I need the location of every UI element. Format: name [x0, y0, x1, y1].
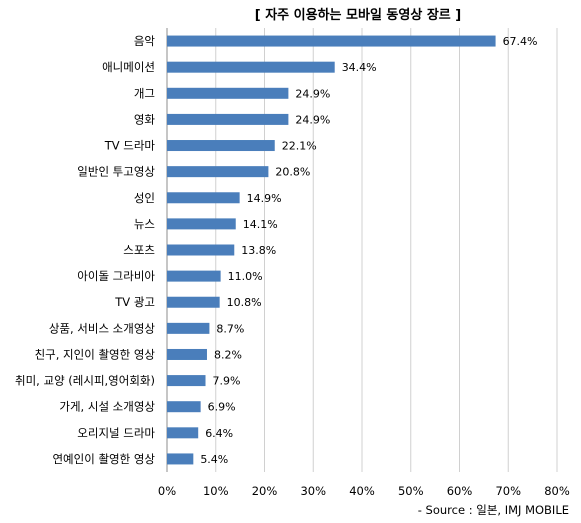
bar [167, 244, 235, 256]
category-label: TV 드라마 [104, 139, 156, 153]
data-label: 10.8% [227, 296, 262, 309]
category-label: 연예인이 촬영한 영상 [52, 452, 155, 466]
source-note: - Source : 일본, IMJ MOBILE [418, 503, 569, 517]
category-label: 개그 [134, 86, 155, 100]
data-label: 22.1% [282, 140, 317, 153]
category-label: 영화 [134, 112, 156, 126]
grid-lines [166, 28, 558, 472]
category-label: TV 광고 [114, 295, 155, 309]
category-label: 오리지널 드라마 [77, 426, 155, 440]
x-tick-label: 70% [495, 484, 521, 498]
data-label: 11.0% [228, 270, 263, 283]
bar [167, 61, 335, 73]
bar [167, 375, 206, 387]
category-label: 상품, 서비스 소개영상 [49, 321, 156, 335]
x-tick-label: 30% [300, 484, 326, 498]
category-label: 일반인 투고영상 [77, 165, 155, 179]
category-label: 취미, 교양 (레시피,영어회화) [15, 374, 155, 388]
data-label: 5.4% [200, 453, 228, 466]
data-label: 67.4% [503, 35, 538, 48]
bar [167, 322, 210, 334]
bar [167, 453, 194, 465]
bar [167, 35, 496, 47]
bar [167, 296, 220, 308]
data-label: 24.9% [295, 87, 330, 100]
data-label: 6.4% [205, 427, 233, 440]
x-tick-label: 0% [158, 484, 176, 498]
bar [167, 401, 201, 413]
data-label: 7.9% [213, 375, 241, 388]
category-label: 아이돌 그라비아 [77, 269, 155, 283]
category-label: 음악 [134, 34, 156, 48]
data-label: 6.9% [208, 401, 236, 414]
x-axis-ticks: 0% 10% 20% 30% 40% 50% 60% 70% 80% [158, 484, 570, 498]
bar [167, 166, 269, 178]
bar [167, 348, 207, 360]
bars [167, 35, 496, 465]
bar [167, 218, 236, 230]
data-label: 8.2% [214, 348, 242, 361]
data-label: 34.4% [342, 61, 377, 74]
data-label: 14.1% [243, 218, 278, 231]
bar [167, 427, 199, 439]
chart-title: [ 자주 이용하는 모바일 동영상 장르 ] [255, 7, 461, 23]
bar [167, 87, 289, 99]
x-tick-label: 40% [349, 484, 375, 498]
value-labels: 67.4% 34.4% 24.9% 24.9% 22.1% 20.8% 14.9% 14.1%… [200, 35, 537, 466]
x-tick-label: 20% [252, 484, 278, 498]
data-label: 20.8% [275, 166, 310, 179]
data-label: 8.7% [216, 322, 244, 335]
x-tick-label: 50% [398, 484, 424, 498]
category-label: 가게, 시설 소개영상 [59, 400, 155, 414]
x-tick-label: 80% [544, 484, 570, 498]
bar [167, 192, 240, 204]
x-tick-label: 60% [447, 484, 473, 498]
data-label: 13.8% [241, 244, 276, 257]
data-label: 14.9% [247, 192, 282, 205]
bar [167, 113, 289, 125]
category-label: 스포츠 [123, 243, 155, 257]
bar [167, 270, 221, 282]
category-label: 친구, 지인이 촬영한 영상 [35, 347, 156, 361]
x-tick-label: 10% [203, 484, 229, 498]
category-label: 애니메이션 [102, 60, 155, 74]
bar [167, 140, 275, 152]
category-label: 성인 [134, 191, 155, 205]
data-label: 24.9% [295, 113, 330, 126]
category-label: 뉴스 [134, 217, 155, 231]
